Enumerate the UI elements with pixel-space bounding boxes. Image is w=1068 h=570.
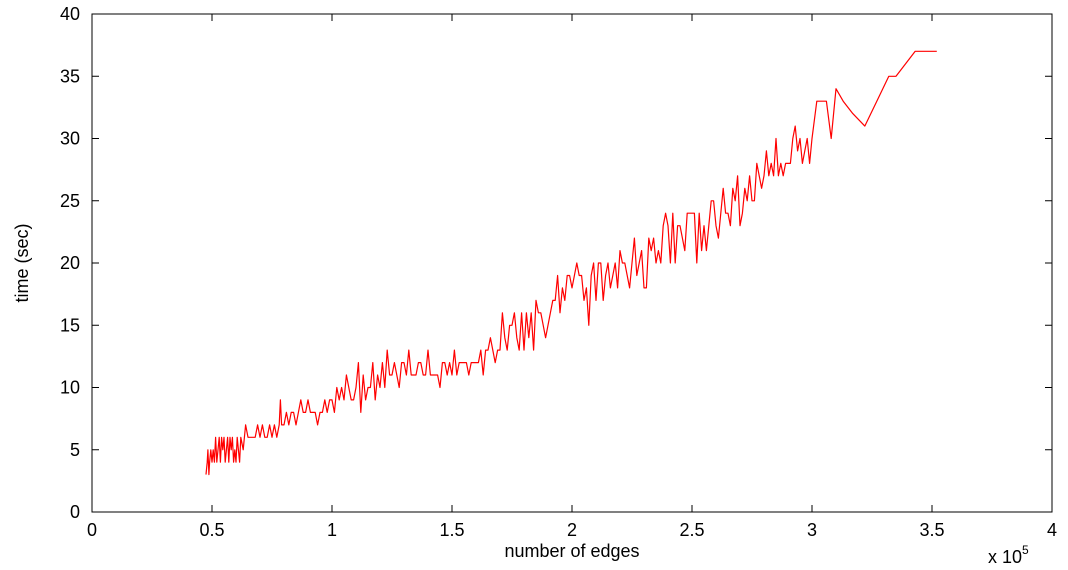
x-axis: 0 0.5 1 1.5 2 2.5 3 3.5 4 <box>87 14 1057 540</box>
y-tick-label: 35 <box>60 66 80 86</box>
x-multiplier-base: x 10 <box>988 547 1022 567</box>
y-tick-label: 20 <box>60 253 80 273</box>
x-axis-label: number of edges <box>504 541 639 561</box>
y-tick-label: 25 <box>60 191 80 211</box>
x-tick-label: 1.5 <box>439 520 464 540</box>
x-tick-label: 0 <box>87 520 97 540</box>
y-tick-label: 0 <box>70 502 80 522</box>
series-layer <box>205 50 937 476</box>
y-axis-label: time (sec) <box>12 223 32 302</box>
x-tick-label: 3.5 <box>919 520 944 540</box>
x-tick-label: 2 <box>567 520 577 540</box>
x-tick-label: 1 <box>327 520 337 540</box>
y-tick-label: 10 <box>60 378 80 398</box>
y-tick-label: 5 <box>70 440 80 460</box>
series-line <box>205 50 937 476</box>
y-tick-label: 40 <box>60 4 80 24</box>
x-tick-label: 3 <box>807 520 817 540</box>
x-multiplier-exponent: 5 <box>1022 543 1029 557</box>
y-tick-label: 15 <box>60 315 80 335</box>
y-axis: 0 5 10 15 20 25 30 35 40 <box>60 4 1052 522</box>
x-multiplier-label: x 105 <box>988 543 1029 567</box>
x-tick-label: 4 <box>1047 520 1057 540</box>
y-tick-label: 30 <box>60 129 80 149</box>
plot-area <box>91 13 1053 513</box>
x-tick-label: 2.5 <box>679 520 704 540</box>
x-tick-label: 0.5 <box>199 520 224 540</box>
